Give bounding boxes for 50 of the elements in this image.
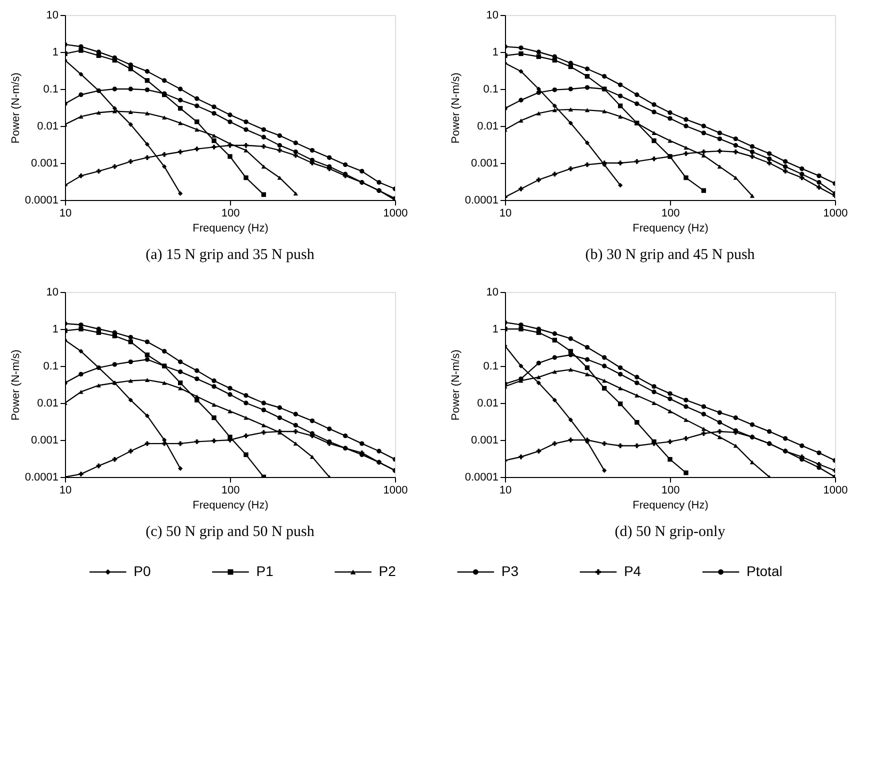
y-tick-label: 0.1 <box>43 84 58 96</box>
y-tick-label: 10 <box>486 286 498 298</box>
y-axis-title: Power (N-m/s) <box>10 350 22 420</box>
x-tick-label: 1000 <box>823 484 848 496</box>
text: (a) 15 N grip and 35 N push <box>146 247 315 263</box>
y-tick-label: 0.1 <box>43 360 58 372</box>
legend-label: P4 <box>624 563 642 579</box>
y-tick-label: 0.0001 <box>464 194 498 206</box>
y-tick-label: 0.001 <box>30 434 58 446</box>
y-tick-label: 0.01 <box>37 120 58 132</box>
x-axis-title: Frequency (Hz) <box>632 222 708 234</box>
legend-label: Ptotal <box>746 563 782 579</box>
x-tick-label: 1000 <box>823 208 848 220</box>
x-tick-label: 1000 <box>383 208 408 220</box>
y-tick-label: 10 <box>46 286 58 298</box>
text: (b) 30 N grip and 45 N push <box>585 247 756 263</box>
y-tick-label: 1 <box>52 46 58 58</box>
legend-label: P1 <box>256 563 274 579</box>
y-tick-label: 10 <box>486 10 498 22</box>
x-tick-label: 100 <box>661 208 680 220</box>
y-axis-title: Power (N-m/s) <box>450 350 462 420</box>
legend-label: P3 <box>501 563 519 579</box>
y-tick-label: 1 <box>492 46 498 58</box>
y-axis-title: Power (N-m/s) <box>10 72 22 144</box>
y-tick-label: 0.0001 <box>24 472 58 484</box>
x-axis-title: Frequency (Hz) <box>192 222 268 234</box>
x-tick-label: 100 <box>661 484 680 496</box>
x-tick-label: 100 <box>221 208 240 220</box>
x-tick-label: 100 <box>221 484 240 496</box>
y-tick-label: 0.01 <box>477 120 498 132</box>
x-tick-label: 1000 <box>383 484 408 496</box>
text: (c) 50 N grip and 50 N push <box>146 524 315 540</box>
y-tick-label: 0.1 <box>483 84 498 96</box>
y-tick-label: 0.001 <box>30 158 58 170</box>
y-tick-label: 0.01 <box>37 398 58 410</box>
legend-label: P0 <box>134 563 151 579</box>
text: (d) 50 N grip-only <box>614 524 726 540</box>
y-axis-title: Power (N-m/s) <box>450 72 462 144</box>
x-axis-title: Frequency (Hz) <box>192 500 268 512</box>
y-tick-label: 0.001 <box>470 434 498 446</box>
y-tick-label: 0.001 <box>470 158 498 170</box>
legend-label: P2 <box>378 563 396 579</box>
y-tick-label: 0.01 <box>477 398 498 410</box>
y-tick-label: 0.1 <box>483 360 498 372</box>
y-tick-label: 10 <box>46 10 58 22</box>
y-tick-label: 1 <box>52 324 58 336</box>
y-tick-label: 1 <box>492 324 498 336</box>
y-tick-label: 0.0001 <box>464 472 498 484</box>
y-tick-label: 0.0001 <box>24 194 58 206</box>
x-axis-title: Frequency (Hz) <box>632 500 708 512</box>
